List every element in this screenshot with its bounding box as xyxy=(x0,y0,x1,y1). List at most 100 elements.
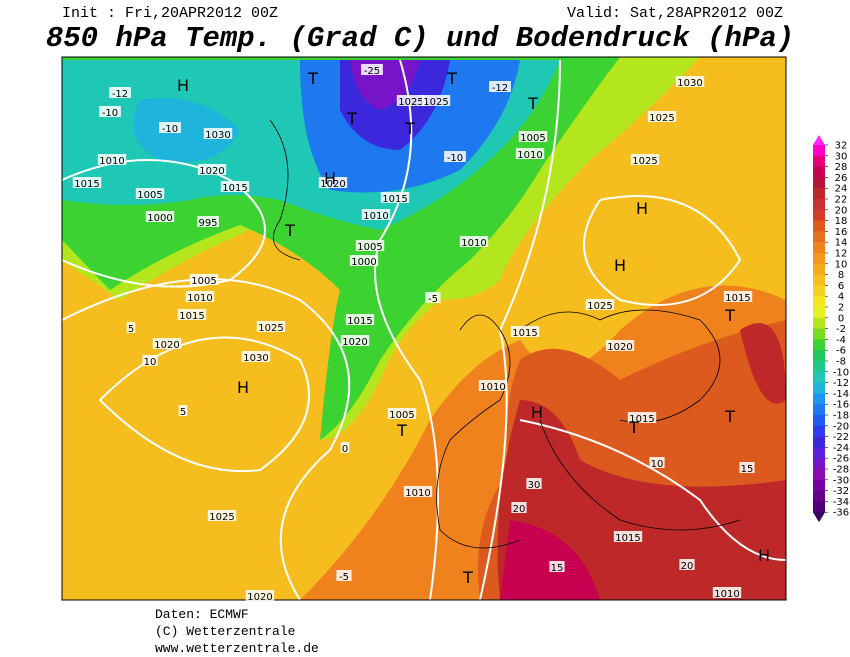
pressure-center: H xyxy=(177,76,189,95)
label-bg xyxy=(459,236,489,247)
contour-label: 1025 xyxy=(649,113,674,124)
contour-label: 1020 xyxy=(199,166,224,177)
colorbar-label: -24 xyxy=(833,443,849,454)
colorbar-segment xyxy=(813,490,825,502)
label-bg xyxy=(72,177,102,188)
label-bg xyxy=(177,309,207,320)
contour-label: 1015 xyxy=(512,328,537,339)
label-bg xyxy=(336,570,352,581)
pressure-center: T xyxy=(346,109,357,128)
label-bg xyxy=(679,559,695,570)
contour-label: 1015 xyxy=(179,311,204,322)
pressure-center: T xyxy=(446,69,457,88)
contour-label: -10 xyxy=(102,108,118,119)
label-bg xyxy=(361,209,391,220)
label-bg xyxy=(380,192,410,203)
colorbar-segment xyxy=(813,350,825,362)
colorbar-label: 20 xyxy=(835,205,848,216)
init-time: Init : Fri,20APR2012 00Z xyxy=(62,5,278,22)
contour-label: 5 xyxy=(128,324,134,335)
colorbar-label: 22 xyxy=(835,195,848,206)
map xyxy=(62,57,786,600)
label-bg xyxy=(515,148,545,159)
label-bg xyxy=(220,181,250,192)
colorbar-segment xyxy=(813,307,825,319)
pressure-center: H xyxy=(636,199,648,218)
colorbar-label: 14 xyxy=(835,238,848,249)
colorbar-segment xyxy=(813,436,825,448)
label-bg xyxy=(444,151,466,162)
colorbar-segment xyxy=(813,285,825,297)
contour-label: 1015 xyxy=(382,194,407,205)
colorbar-segment xyxy=(813,166,825,178)
contour-label: 1015 xyxy=(222,183,247,194)
contour-label: 10 xyxy=(144,357,157,368)
contour-label: 1005 xyxy=(389,410,414,421)
colorbar-label: -20 xyxy=(833,421,849,432)
contour-label: 20 xyxy=(681,561,694,572)
map-frame xyxy=(61,56,787,601)
label-bg xyxy=(189,274,219,285)
contour-label: -25 xyxy=(364,66,380,77)
label-bg xyxy=(345,314,375,325)
contour-label: 1025 xyxy=(209,512,234,523)
colorbar-segment xyxy=(813,501,825,513)
label-bg xyxy=(712,587,742,598)
label-bg xyxy=(361,64,383,75)
label-bg xyxy=(97,154,127,165)
contour-label: 15 xyxy=(741,464,754,475)
pressure-center: T xyxy=(527,94,538,113)
label-bg xyxy=(152,338,182,349)
contour-label: 1010 xyxy=(517,150,542,161)
label-bg xyxy=(630,154,660,165)
contour-label: 1010 xyxy=(99,156,124,167)
contour-label: 1005 xyxy=(137,190,162,201)
contour-label: 1015 xyxy=(629,414,654,425)
colorbar-segment xyxy=(813,177,825,189)
label-bg xyxy=(178,405,188,416)
contour-label: 10 xyxy=(651,459,664,470)
label-bg xyxy=(549,561,565,572)
pressure-center: H xyxy=(758,546,770,565)
contour-label: -12 xyxy=(112,89,128,100)
colorbar-segment xyxy=(813,415,825,427)
label-bg xyxy=(159,122,181,133)
contour-label: 1010 xyxy=(363,211,388,222)
pressure-center: T xyxy=(628,418,639,437)
label-bg xyxy=(647,111,677,122)
colorbar-segment xyxy=(813,188,825,200)
colorbar-segment xyxy=(813,145,825,157)
colorbar-segment xyxy=(813,404,825,416)
colorbar-label: -18 xyxy=(833,411,849,422)
contour-label: 0 xyxy=(342,444,348,455)
contour-label: 1015 xyxy=(615,533,640,544)
label-bg xyxy=(518,131,548,142)
label-bg xyxy=(425,292,441,303)
label-bg xyxy=(197,216,219,227)
footer-source: Daten: ECMWF xyxy=(155,607,249,622)
label-bg xyxy=(256,321,286,332)
label-bg xyxy=(739,462,755,473)
colorbar-segment xyxy=(813,220,825,232)
colorbar-label: 2 xyxy=(838,303,844,314)
label-bg xyxy=(403,486,433,497)
colorbar-label: -28 xyxy=(833,465,849,476)
colorbar-segment xyxy=(813,274,825,286)
contour-label: 1015 xyxy=(347,316,372,327)
contour-label: 1010 xyxy=(714,589,739,600)
colorbar-arrow xyxy=(813,135,825,145)
contour-label: -10 xyxy=(162,124,178,135)
contour-label: 1000 xyxy=(147,213,172,224)
colorbar-segment xyxy=(813,469,825,481)
colorbar-segment xyxy=(813,328,825,340)
contour-label: 1005 xyxy=(520,133,545,144)
colorbar-label: -12 xyxy=(833,378,849,389)
colorbar-segment xyxy=(813,382,825,394)
contour-label: -10 xyxy=(447,153,463,164)
label-bg xyxy=(109,87,131,98)
pressure-center: H xyxy=(531,403,543,422)
contour-label: 1025 xyxy=(632,156,657,167)
contour-label: 1020 xyxy=(342,337,367,348)
footer-copyright: (C) Wetterzentrale xyxy=(155,624,295,639)
label-bg xyxy=(396,95,426,106)
